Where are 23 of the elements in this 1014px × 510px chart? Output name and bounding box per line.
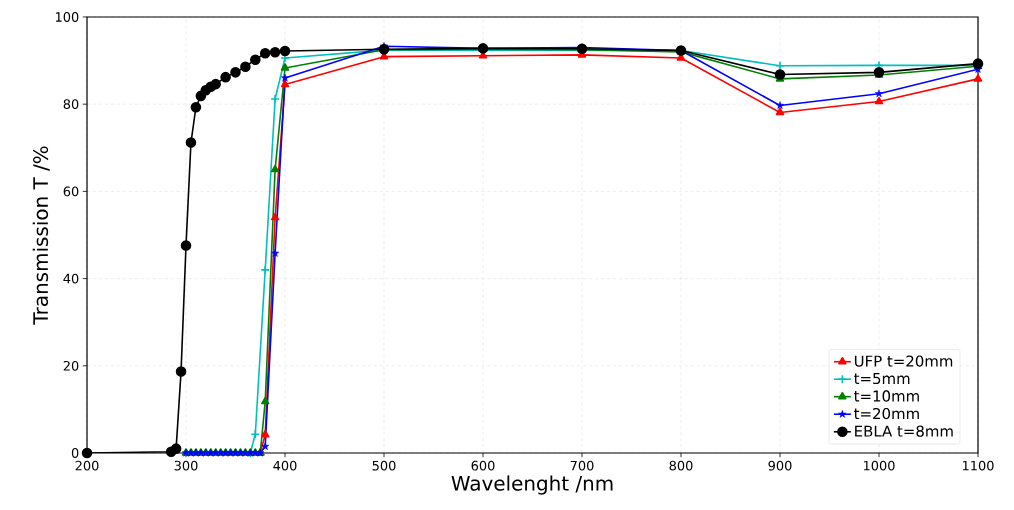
x-tick-label: 1100 [962,460,994,471]
legend-label: EBLA t=8mm [855,425,953,437]
y-tick-label: 20 [63,360,79,371]
x-tick-label: 200 [75,460,99,471]
legend-label: UFP t=20mm [854,355,953,367]
y-tick-label: 100 [55,12,79,22]
x-tick-label: 600 [471,460,495,471]
x-tick-label: 800 [669,460,693,471]
y-tick-label: 40 [63,273,79,284]
y-tick-label: 60 [63,186,79,197]
x-tick-label: 400 [273,460,297,471]
legend-label: t=20mm [854,407,919,420]
legend-label: t=5mm [854,373,910,385]
x-axis-title: Wavelenght /nm [451,475,613,495]
y-axis-title: Transmission T /% [32,146,50,325]
y-tick-label: 80 [63,99,79,110]
x-tick-label: 900 [768,460,792,471]
y-tick-label: 0 [71,448,79,458]
x-tick-label: 300 [174,460,198,471]
x-tick-label: 1000 [863,460,895,471]
x-tick-label: 700 [570,460,594,471]
legend-label: t=10mm [854,390,919,402]
x-tick-label: 500 [372,460,396,471]
